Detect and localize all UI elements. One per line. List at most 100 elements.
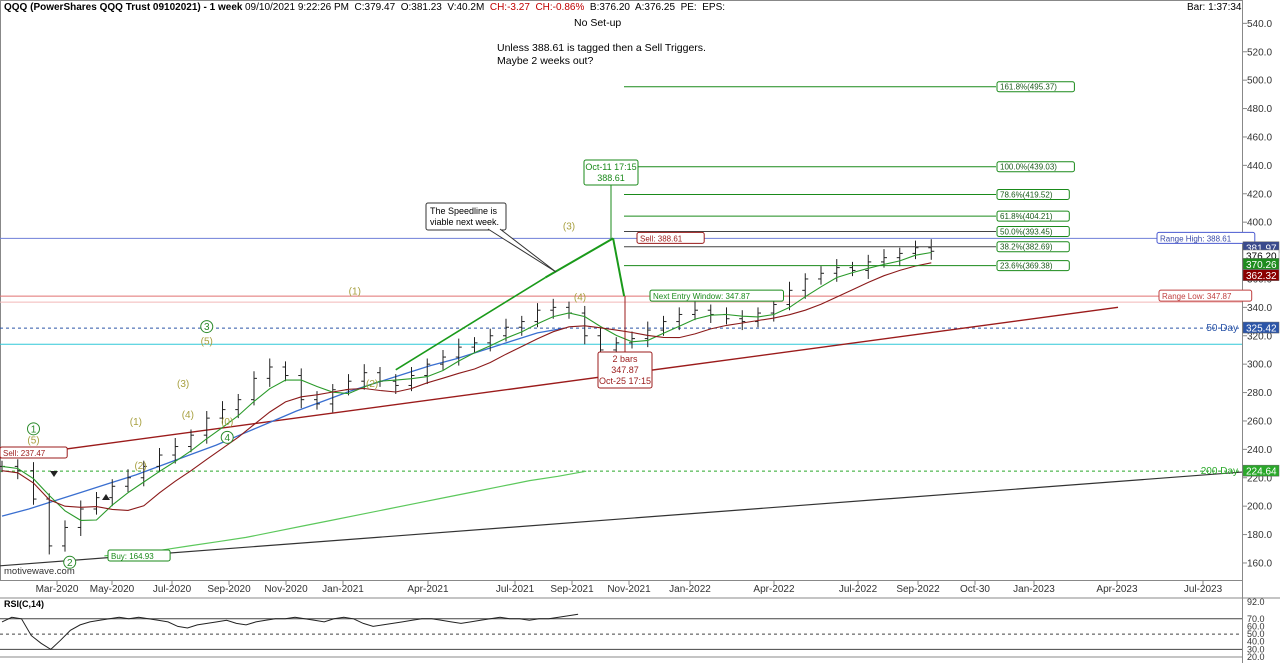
fib-level-box	[996, 210, 1070, 222]
price-bar	[786, 281, 793, 311]
x-tick-label: Apr-2021	[407, 584, 449, 595]
fib-level-label: 38.2%(382.69)	[1000, 243, 1053, 252]
x-tick-label: Nov-2021	[607, 584, 651, 595]
x-tick-label: Oct-30	[960, 584, 990, 595]
price-bar	[62, 520, 68, 552]
wave-label: 3	[204, 322, 210, 333]
ma200-label: 200 Day	[1201, 466, 1238, 477]
projection-up	[544, 237, 614, 279]
rsi-tick-label: 60.0	[1247, 621, 1265, 631]
y-tick-label: 340.0	[1247, 303, 1272, 314]
wave-circle	[220, 430, 234, 444]
target-bottom-callout-text: 2 bars	[612, 354, 638, 364]
price-bar	[896, 247, 903, 267]
speedline-note-text: The Speedline is	[430, 206, 498, 216]
price-badge-label: 325.42	[1246, 324, 1277, 335]
x-tick-label: Jul-2022	[839, 584, 878, 595]
speedline-note-box	[425, 202, 507, 231]
quote-bid: B:376.20	[589, 2, 630, 13]
quote-datetime: 09/10/2021 9:22:26 PM	[245, 2, 349, 13]
price-bar	[550, 298, 557, 319]
y-tick-label: 160.0	[1247, 558, 1272, 569]
wave-label: 1	[31, 424, 37, 435]
fib-level-box	[996, 260, 1070, 272]
rsi-tick-label: 30.0	[1247, 644, 1265, 654]
price-bar	[188, 429, 194, 453]
price-bar	[865, 254, 872, 279]
sell-388-tag-box	[636, 231, 705, 244]
fib-level-box	[996, 225, 1070, 237]
quote-pe: PE:	[680, 2, 697, 13]
range-low-tag-box	[1158, 289, 1253, 302]
x-tick-label: Jan-2021	[322, 584, 364, 595]
price-bar	[219, 401, 226, 424]
x-tick-label: Jan-2022	[669, 584, 711, 595]
wave-circle	[200, 320, 214, 334]
quote-change: CH:-3.27	[489, 2, 530, 13]
quote-open: O:381.23	[400, 2, 442, 13]
y-tick-label: 240.0	[1247, 445, 1272, 456]
x-tick-label: Jul-2023	[1184, 584, 1223, 595]
price-bar	[298, 368, 305, 409]
y-tick-label: 400.0	[1247, 218, 1272, 229]
price-bar	[739, 310, 746, 331]
fib-level-label: 23.6%(369.38)	[1000, 262, 1053, 271]
price-bar	[361, 364, 368, 390]
price-bar	[597, 327, 604, 356]
speedline-note-pointer	[487, 228, 557, 273]
price-bar	[172, 438, 179, 464]
price-badge-label: 376.20	[1246, 251, 1277, 262]
price-bar	[487, 328, 494, 352]
wave-label: (3)	[563, 221, 575, 232]
y-tick-label: 420.0	[1247, 189, 1272, 200]
target-bottom-callout-text: 347.87	[611, 365, 639, 375]
rsi-tick-label: 50.0	[1247, 629, 1265, 639]
fib-level-label: 78.6%(419.52)	[1000, 190, 1053, 199]
y-tick-label: 520.0	[1247, 47, 1272, 58]
rsi-line	[1, 613, 579, 651]
price-bar	[471, 337, 478, 353]
price-bar	[849, 261, 856, 277]
wave-label: (5)	[201, 336, 213, 347]
fib-level-box	[996, 241, 1070, 253]
series-line-slow-ma	[1, 262, 932, 511]
range-high-tag-label: Range High: 388.61	[1160, 234, 1232, 243]
quote-change-pct: CH:-0.86%	[535, 2, 585, 13]
price-bar	[314, 391, 320, 410]
price-bar	[818, 266, 824, 285]
fib-level-label: 50.0%(393.45)	[1000, 227, 1053, 236]
price-bar	[802, 273, 809, 299]
sell-237-tag-box	[0, 446, 68, 459]
rsi-tick-label: 70.0	[1247, 614, 1265, 624]
buy-164-tag-box	[107, 549, 171, 562]
buy-164-tag-label: Buy: 164.93	[111, 552, 154, 561]
price-badge	[1242, 321, 1280, 334]
fib-level-box	[996, 161, 1075, 173]
wave-label: (2)	[366, 379, 378, 390]
y-tick-label: 280.0	[1247, 388, 1272, 399]
price-bar	[93, 491, 100, 515]
x-tick-label: Apr-2022	[753, 584, 795, 595]
range-high-tag-box	[1156, 231, 1256, 244]
price-badge	[1242, 258, 1280, 270]
price-bar	[644, 321, 651, 348]
ma50-label: 50 Day	[1206, 323, 1238, 334]
wave-label: 4	[224, 433, 230, 444]
buy-arrow-marker	[102, 494, 110, 500]
fib-level-label: 100.0%(439.03)	[1000, 163, 1057, 172]
wave-label: (5)	[27, 436, 39, 447]
next-entry-tag-box	[649, 289, 784, 302]
price-bar	[156, 447, 163, 473]
y-tick-label: 320.0	[1247, 331, 1272, 342]
y-tick-label: 200.0	[1247, 502, 1272, 513]
price-bar	[125, 469, 131, 492]
price-bar	[660, 315, 667, 336]
price-badge	[1242, 464, 1280, 477]
wave-label: (4)	[182, 410, 194, 421]
price-bar	[424, 358, 431, 385]
x-tick-label: Sep-2020	[207, 584, 251, 595]
price-bar	[692, 301, 698, 321]
rsi-tick-label: 92.0	[1247, 597, 1265, 607]
price-bar	[912, 240, 919, 260]
